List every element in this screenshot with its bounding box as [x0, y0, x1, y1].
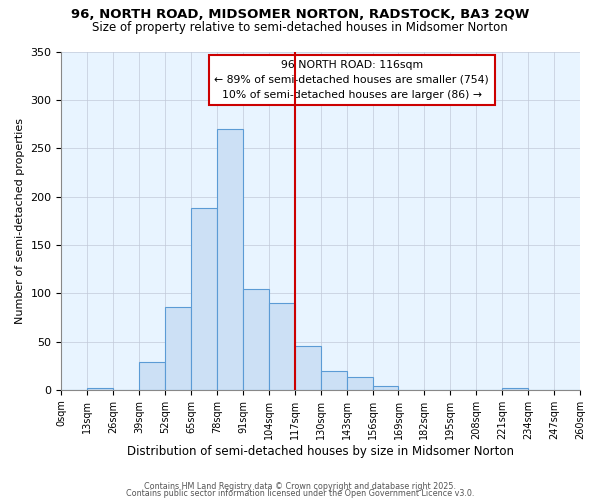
Bar — [295, 346, 321, 390]
Text: 96, NORTH ROAD, MIDSOMER NORTON, RADSTOCK, BA3 2QW: 96, NORTH ROAD, MIDSOMER NORTON, RADSTOC… — [71, 8, 529, 20]
Bar — [191, 208, 217, 390]
Y-axis label: Number of semi-detached properties: Number of semi-detached properties — [15, 118, 25, 324]
Bar — [269, 303, 295, 390]
Bar — [347, 378, 373, 390]
Text: Contains public sector information licensed under the Open Government Licence v3: Contains public sector information licen… — [126, 490, 474, 498]
Bar — [217, 129, 243, 390]
Text: Contains HM Land Registry data © Crown copyright and database right 2025.: Contains HM Land Registry data © Crown c… — [144, 482, 456, 491]
Bar — [243, 290, 269, 390]
Bar — [165, 306, 191, 390]
Bar — [321, 372, 347, 390]
Bar — [139, 362, 165, 390]
Bar — [88, 388, 113, 390]
Bar — [502, 388, 528, 390]
Text: 96 NORTH ROAD: 116sqm
← 89% of semi-detached houses are smaller (754)
10% of sem: 96 NORTH ROAD: 116sqm ← 89% of semi-deta… — [214, 60, 489, 100]
X-axis label: Distribution of semi-detached houses by size in Midsomer Norton: Distribution of semi-detached houses by … — [127, 444, 514, 458]
Text: Size of property relative to semi-detached houses in Midsomer Norton: Size of property relative to semi-detach… — [92, 21, 508, 34]
Bar — [373, 386, 398, 390]
